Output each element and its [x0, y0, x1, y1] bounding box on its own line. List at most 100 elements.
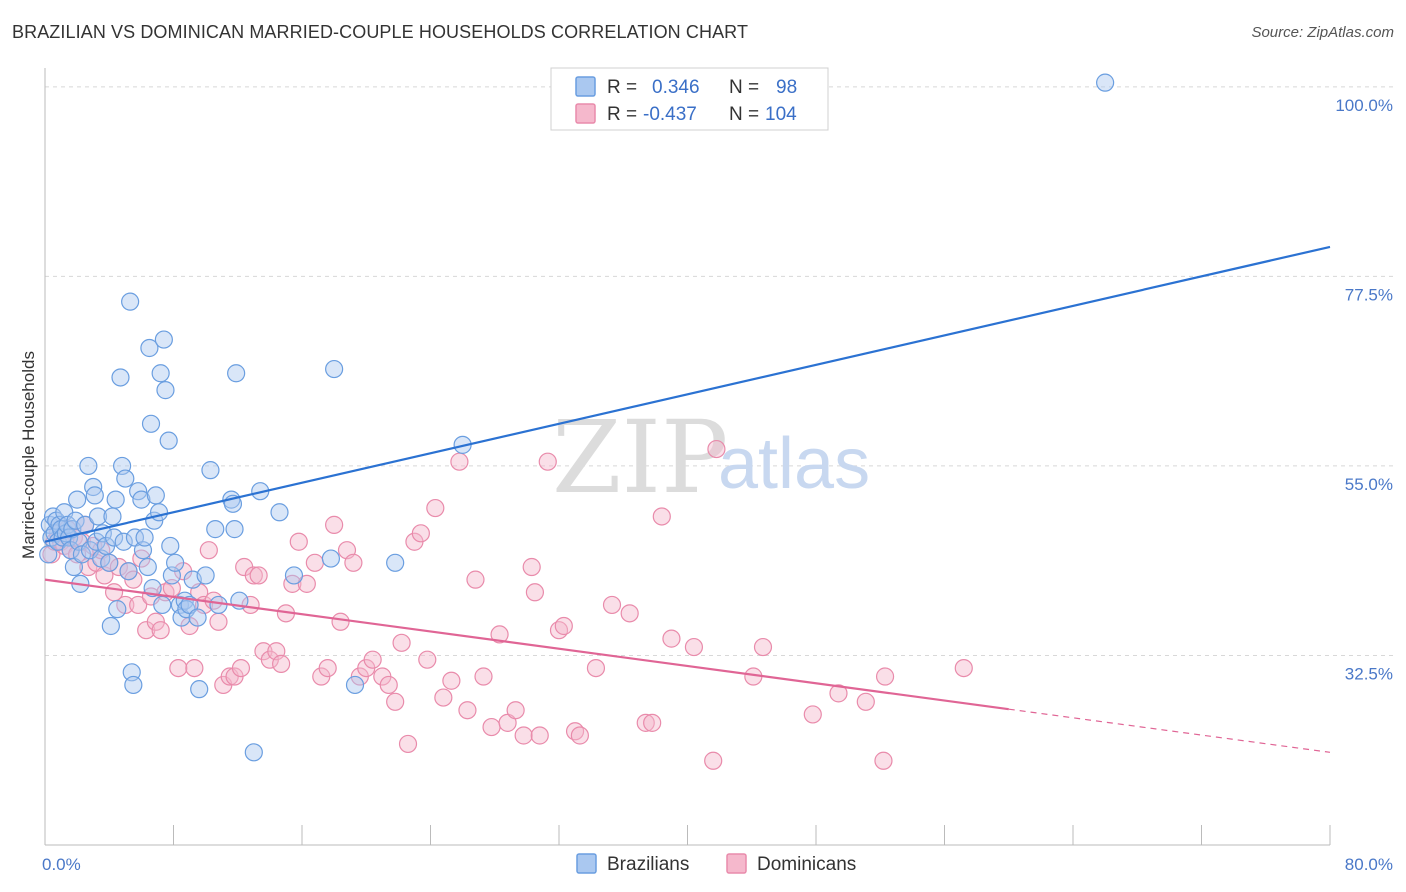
legend-bottom-dominicans: Dominicans: [757, 854, 856, 875]
dominicans-trend-extension: [1008, 708, 1331, 753]
dominicans-point-78: [466, 570, 485, 589]
legend-r-label: R =: [607, 104, 637, 125]
chart-title: BRAZILIAN VS DOMINICAN MARRIED-COUPLE HO…: [12, 22, 749, 42]
dominicans-point-66: [379, 675, 398, 695]
brazilians-point-57: [149, 503, 169, 522]
dominicans-point-108: [874, 751, 893, 770]
watermark-atlas: atlas: [718, 424, 870, 504]
y-tick-label-0: 32.5%: [1345, 664, 1393, 683]
brazilians-point-43: [121, 292, 140, 311]
y-tick-label-3: 100.0%: [1335, 96, 1393, 115]
y-tick-label-1: 55.0%: [1345, 475, 1393, 494]
brazilians-point-34: [103, 507, 122, 526]
brazilians-point-28: [88, 507, 108, 526]
dominicans-point-44: [241, 595, 260, 615]
dominicans-point-45: [244, 566, 263, 585]
dominicans-trend-line: [44, 578, 1009, 711]
legend-bottom-brazilians: Brazilians: [607, 854, 689, 875]
brazilians-point-33: [101, 616, 120, 636]
brazilians-point-63: [161, 536, 180, 556]
legend-swatch-dominicans: [575, 103, 596, 124]
dominicans-point-88: [538, 452, 557, 471]
dominicans-point-21: [124, 570, 143, 589]
dominicans-point-99: [662, 629, 681, 648]
watermark-zip: ZIP: [552, 399, 728, 516]
brazilians-point-18: [68, 490, 87, 509]
brazilians-point-62: [159, 431, 178, 450]
dominicans-point-26: [146, 612, 165, 631]
legend-n-brazilians: 98: [776, 77, 797, 98]
dominicans-point-106: [829, 684, 848, 703]
dominicans-point-68: [392, 633, 411, 652]
axes: [44, 68, 1331, 846]
dominicans-point-57: [318, 658, 337, 678]
brazilians-point-83: [244, 743, 263, 762]
brazilians-point-37: [108, 600, 127, 619]
dominicans-point-85: [522, 557, 541, 577]
brazilians-point-35: [104, 528, 124, 547]
brazilians-point-51: [138, 557, 157, 577]
brazilians-point-80: [225, 520, 244, 539]
legend-bottom-swatch-brazilians: [576, 853, 597, 874]
dominicans-point-80: [482, 717, 501, 737]
brazilians-point-59: [153, 595, 172, 615]
dominicans-point-36: [199, 541, 218, 560]
brazilians-point-56: [146, 486, 165, 505]
dominicans-point-38: [209, 612, 228, 631]
brazilians-point-60: [154, 330, 173, 349]
brazilians-point-48: [132, 490, 151, 509]
brazilians-point-52: [140, 338, 159, 358]
brazilians-trend-line: [44, 245, 1331, 543]
dominicans-point-33: [185, 658, 204, 678]
source-label: Source: ZipAtlas.com: [1251, 24, 1394, 41]
dominicans-point-58: [325, 515, 344, 534]
legend-n-label: N =: [729, 104, 759, 125]
legend-top: R = 0.346 N = 98 R = -0.437 N = 104: [550, 67, 829, 131]
brazilians-point-61: [156, 381, 175, 400]
x-tick-label-0: 0.0%: [42, 855, 81, 874]
brazilians-point-75: [201, 461, 220, 480]
dominicans-point-72: [418, 650, 437, 669]
brazilians-point-92: [1096, 73, 1115, 92]
dominicans-point-76: [450, 452, 469, 471]
brazilians-point-32: [100, 553, 119, 572]
brazilians-point-90: [386, 553, 405, 572]
brazilians-point-40: [114, 532, 133, 551]
dominicans-point-96: [636, 713, 655, 732]
legend-n-label: N =: [729, 77, 759, 98]
brazilians-point-38: [111, 368, 130, 387]
dominicans-point-18: [109, 557, 128, 577]
legend-r-dominicans: -0.437: [643, 104, 697, 125]
brazilians-point-76: [206, 520, 225, 539]
brazilians-point-50: [135, 528, 154, 547]
watermark: ZIP atlas: [552, 399, 870, 516]
dominicans-point-69: [398, 734, 418, 754]
brazilians-point-88: [325, 359, 344, 379]
dominicans-point-61: [344, 553, 363, 572]
dominicans-point-55: [305, 553, 324, 572]
dominicans-point-30: [169, 658, 188, 678]
brazilians-point-42: [119, 562, 138, 581]
dominicans-point-92: [570, 726, 589, 745]
dominicans-point-105: [803, 705, 822, 724]
dominicans-point-101: [704, 751, 723, 770]
dominicans-point-102: [707, 439, 726, 459]
dominicans-point-67: [386, 692, 405, 711]
dominicans-point-87: [530, 726, 549, 745]
dominicans-point-22: [129, 595, 148, 615]
y-axis-label: Married-couple Households: [19, 351, 38, 559]
dominicans-point-73: [426, 498, 445, 518]
brazilians-point-87: [321, 549, 341, 568]
dominicans-point-98: [652, 507, 671, 526]
dominicans-point-90: [554, 616, 573, 636]
brazilians-point-74: [196, 566, 215, 585]
brazilians-point-54: [143, 578, 162, 598]
dominicans-point-54: [297, 574, 316, 593]
dominicans-point-93: [586, 658, 606, 678]
dominicans-point-50: [272, 654, 291, 673]
dominicans-point-75: [442, 671, 461, 690]
brazilians-point-17: [66, 511, 85, 530]
brazilians-point-89: [345, 675, 365, 695]
dominicans-point-46: [249, 566, 268, 585]
brazilians-point-72: [188, 608, 207, 627]
